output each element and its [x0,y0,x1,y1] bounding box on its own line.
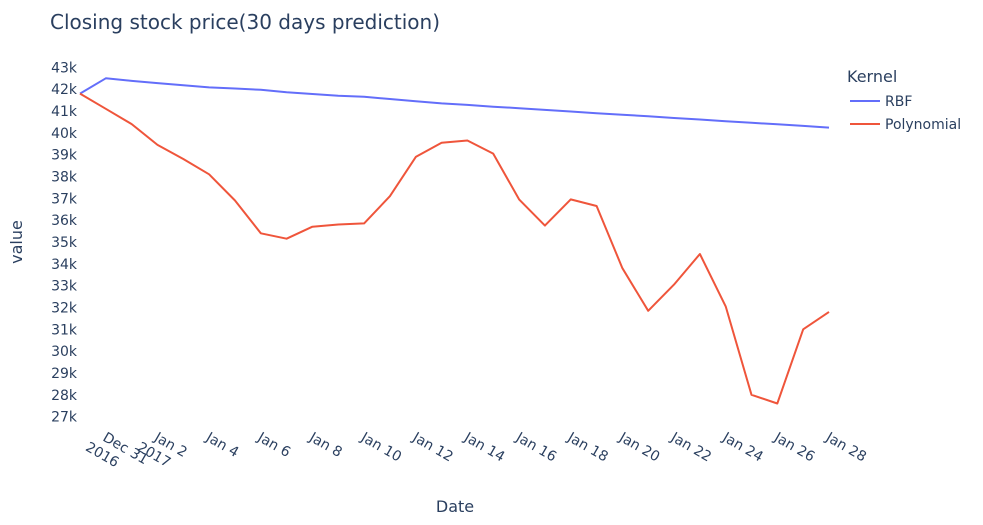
y-tick-label: 40k [51,126,78,142]
plot-area [79,77,830,405]
chart-title: Closing stock price(30 days prediction) [50,10,440,34]
legend-label: Polynomial [885,117,961,133]
x-tick-label: Jan 14 [461,429,508,465]
y-tick-label: 28k [51,388,78,404]
y-tick-label: 32k [51,300,78,316]
x-tick: Jan 4 [202,429,241,461]
x-tick-label: Jan 8 [306,429,345,461]
y-axis: 27k 28k 29k 30k 31k 32k 33k 34k 35k 36k 37k 38k 39k 4… [51,60,78,425]
x-tick: Jan 22 [667,429,714,465]
x-tick-label: Jan 28 [822,429,869,465]
y-tick-label: 33k [51,279,78,295]
x-tick-label: Jan 18 [564,429,611,465]
legend-label: RBF [885,94,912,110]
y-tick-label: 27k [51,410,78,426]
x-tick: Jan 18 [564,429,611,465]
x-tick: Jan 6 [254,429,293,461]
series-line-polynomial [79,92,830,405]
x-tick: Jan 28 [822,429,869,465]
x-tick-label: Jan 16 [512,429,559,465]
y-tick-label: 43k [51,60,78,76]
y-tick-label: 42k [51,82,78,98]
y-tick-label: 38k [51,170,78,186]
y-tick-label: 39k [51,148,78,164]
x-tick: Jan 16 [512,429,559,465]
y-tick-label: 35k [51,235,78,251]
x-tick-label: Jan 22 [667,429,714,465]
x-tick-label: Jan 24 [719,429,766,465]
x-axis-title: Date [436,497,474,516]
x-tick-label: Jan 20 [616,429,663,465]
x-tick-label: Jan 10 [357,429,404,465]
y-tick-label: 41k [51,104,78,120]
x-tick: Jan 26 [770,429,817,465]
y-axis-title: value [7,220,26,264]
y-tick-label: 31k [51,322,78,338]
y-tick-label: 36k [51,213,78,229]
y-tick-label: 37k [51,191,78,207]
y-tick-label: 30k [51,344,78,360]
x-tick-label: Jan 6 [254,429,293,461]
series-line-rbf [79,77,830,129]
legend: Kernel RBF Polynomial [847,67,961,133]
x-tick-label: Jan 12 [409,429,456,465]
x-tick: Jan 20 [616,429,663,465]
x-tick: Jan 8 [306,429,345,461]
x-tick: Jan 10 [357,429,404,465]
y-tick-label: 29k [51,366,78,382]
x-tick: Jan 12 [409,429,456,465]
x-tick-label: Jan 26 [770,429,817,465]
x-tick-label: Jan 4 [202,429,241,461]
y-tick-label: 34k [51,257,78,273]
legend-title: Kernel [847,67,897,86]
x-tick: Jan 14 [461,429,508,465]
x-tick: Jan 24 [719,429,766,465]
